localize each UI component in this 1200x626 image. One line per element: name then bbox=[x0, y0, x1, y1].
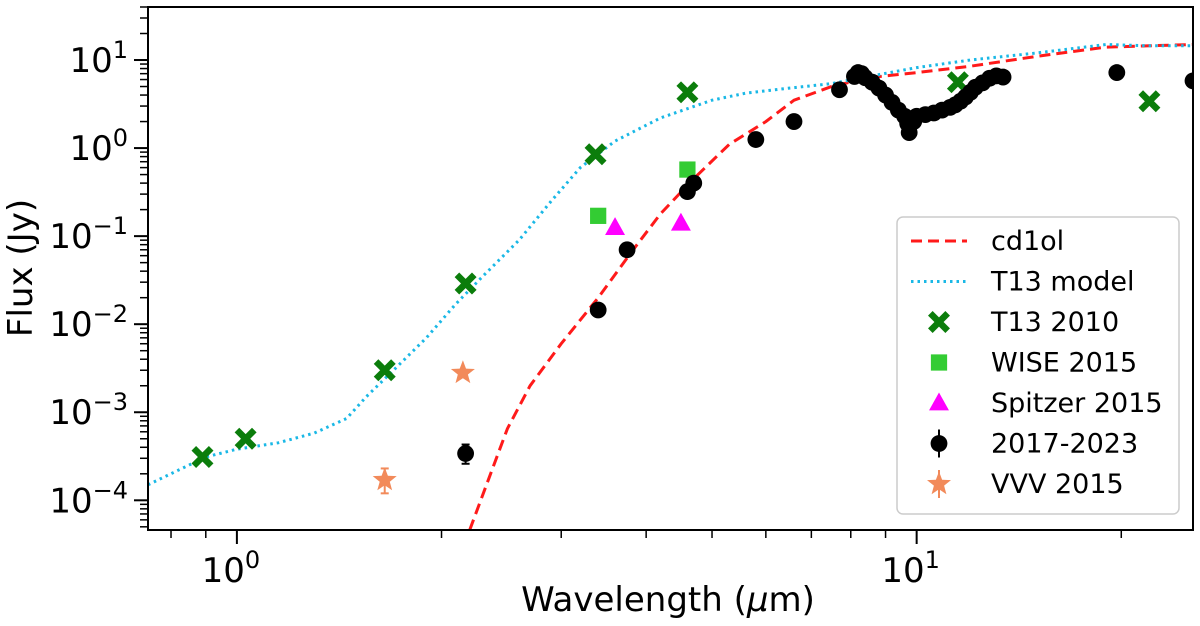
legend: cd1ol T13 model T13 2010 WISE 2015 Spitzer 2… bbox=[896, 216, 1180, 515]
data-point-6-1 bbox=[450, 360, 475, 384]
y-tick-label-3: 10−1 bbox=[49, 212, 128, 257]
data-point-2-0 bbox=[191, 446, 214, 469]
data-point-5-36 bbox=[1184, 72, 1193, 90]
legend-swatch-2 bbox=[928, 311, 950, 333]
axes-frame bbox=[147, 6, 1194, 531]
data-point-5-6 bbox=[785, 113, 803, 130]
series-layer bbox=[148, 42, 1193, 530]
data-point-2-5 bbox=[676, 81, 699, 104]
data-point-5-7 bbox=[831, 81, 848, 99]
data-point-4-0 bbox=[605, 217, 626, 235]
x-axis-label: Wavelength (μm) bbox=[521, 580, 815, 620]
legend-label-5: 2017-2023 bbox=[991, 429, 1138, 460]
data-point-4-1 bbox=[670, 212, 691, 231]
legend-label-1: T13 model bbox=[990, 267, 1135, 298]
legend-label-3: WISE 2015 bbox=[991, 348, 1137, 379]
data-point-3-1 bbox=[679, 161, 696, 178]
legend-label-0: cd1ol bbox=[991, 226, 1064, 257]
series-group-6 bbox=[372, 360, 475, 495]
series-group-5 bbox=[457, 64, 1193, 465]
y-tick-label-0: 10−4 bbox=[49, 476, 128, 521]
legend-entry-0: cd1ol bbox=[911, 226, 1064, 257]
legend-label-2: T13 2010 bbox=[990, 307, 1119, 338]
x-tick-label-0: 100 bbox=[202, 546, 261, 591]
data-point-2-3 bbox=[454, 272, 477, 295]
legend-entry-4: Spitzer 2015 bbox=[929, 388, 1163, 419]
y-tick-label-4: 100 bbox=[69, 124, 128, 169]
data-point-2-2 bbox=[373, 359, 396, 382]
legend-label-4: Spitzer 2015 bbox=[991, 388, 1163, 419]
legend-entry-2: T13 2010 bbox=[928, 307, 1119, 338]
data-point-5-34 bbox=[994, 68, 1012, 86]
legend-swatch-6 bbox=[927, 471, 951, 495]
legend-label-6: VVV 2015 bbox=[991, 469, 1124, 500]
axes-layer: 100 101 10−4 10−3 10−2 10−1 100 101 bbox=[49, 6, 1194, 591]
series-group-4 bbox=[605, 212, 691, 235]
y-tick-label-1: 10−3 bbox=[49, 388, 128, 433]
y-tick-label-2: 10−2 bbox=[49, 300, 128, 345]
legend-swatch-5 bbox=[930, 435, 948, 452]
data-point-2-4 bbox=[584, 143, 607, 166]
data-point-5-0 bbox=[457, 445, 475, 462]
data-point-5-5 bbox=[747, 131, 765, 148]
legend-entry-5: 2017-2023 bbox=[930, 429, 1138, 460]
data-point-5-1 bbox=[589, 301, 607, 319]
y-tick-label-5: 101 bbox=[69, 36, 128, 81]
x-tick-label-1: 101 bbox=[881, 546, 940, 591]
data-point-5-2 bbox=[618, 241, 636, 259]
y-axis-label: Flux (Jy) bbox=[1, 199, 41, 337]
series-group-2 bbox=[191, 71, 1161, 469]
data-point-6-0 bbox=[372, 467, 397, 491]
legend-entry-1: T13 model bbox=[911, 267, 1135, 298]
data-point-2-7 bbox=[1138, 90, 1161, 113]
legend-swatch-3 bbox=[930, 354, 948, 371]
data-point-3-0 bbox=[590, 207, 607, 224]
legend-swatch-4 bbox=[929, 392, 949, 411]
series-line-0 bbox=[468, 43, 1193, 530]
legend-entry-6: VVV 2015 bbox=[927, 469, 1124, 500]
legend-box bbox=[896, 216, 1180, 515]
series-group-3 bbox=[590, 161, 696, 224]
data-point-2-1 bbox=[234, 427, 257, 450]
series-line-1 bbox=[148, 42, 1193, 487]
data-point-5-35 bbox=[1108, 64, 1126, 81]
data-point-5-4 bbox=[685, 174, 703, 192]
legend-entry-3: WISE 2015 bbox=[930, 348, 1137, 379]
